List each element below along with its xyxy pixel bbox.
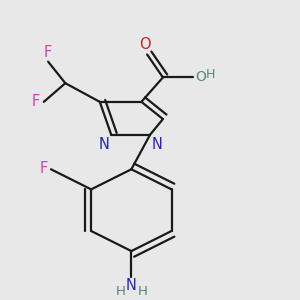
Text: N: N (99, 137, 110, 152)
Text: H: H (206, 68, 215, 81)
Text: N: N (152, 137, 162, 152)
Text: O: O (195, 70, 206, 84)
Text: O: O (139, 37, 151, 52)
Text: N: N (126, 278, 137, 293)
Text: F: F (32, 94, 41, 109)
Text: H: H (116, 285, 125, 298)
Text: F: F (40, 161, 48, 176)
Text: H: H (137, 285, 147, 298)
Text: F: F (44, 45, 52, 60)
